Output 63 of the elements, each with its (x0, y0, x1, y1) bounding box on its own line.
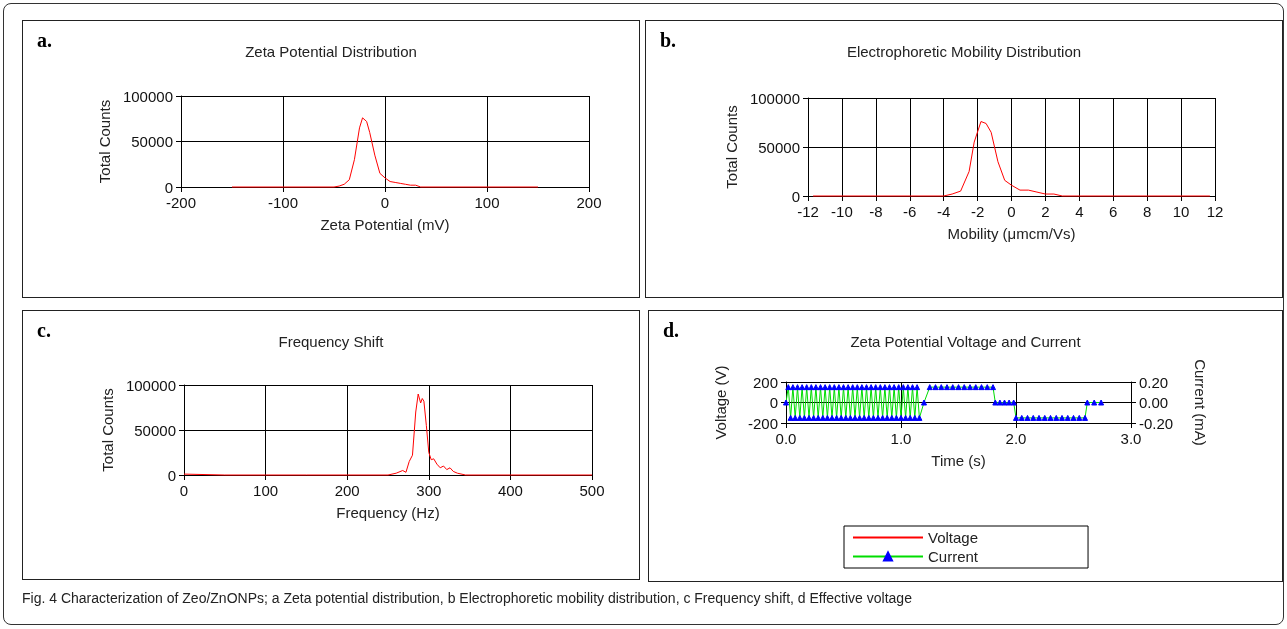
x-tick-label: 0.0 (775, 430, 797, 447)
y-axis-title: Total Counts (723, 105, 741, 189)
legend-label: Current (928, 548, 979, 565)
x-tick-label: 100 (253, 482, 279, 499)
y-tick-label: 0 (167, 466, 176, 484)
y-tick-label: 50000 (131, 133, 173, 150)
x-axis-title: Frequency (Hz) (336, 504, 440, 521)
chart-title: Frequency Shift (278, 333, 385, 350)
y-axis-title: Voltage (V) (712, 365, 729, 440)
x-tick-label: -4 (936, 203, 951, 220)
text: d. (663, 319, 680, 342)
x-tick-label: -8 (869, 203, 883, 220)
x-tick-label: 200 (576, 194, 602, 211)
x-tick-label: -2 (970, 203, 985, 220)
y2-axis-title: Current (mA) (1192, 359, 1209, 446)
x-tick-label: -10 (831, 203, 853, 220)
legend-label: Voltage (928, 529, 979, 546)
x-tick-label: 300 (416, 482, 442, 499)
x-tick-label: 4 (1075, 203, 1084, 220)
y-axis-title: Total Counts (99, 388, 117, 472)
chart-title: Zeta Potential Distribution (245, 43, 417, 60)
x-tick-label: 3.0 (1120, 430, 1142, 447)
line-series (812, 121, 1211, 197)
x-tick-label: -6 (903, 203, 917, 220)
x-tick-label: 1.0 (890, 430, 912, 447)
y-tick-label: 100000 (122, 87, 173, 105)
y-tick-label: 100000 (749, 89, 800, 107)
x-tick-label: 8 (1142, 203, 1152, 220)
x-tick-label: 12 (1206, 203, 1224, 220)
y-tick-label: 100000 (125, 376, 176, 394)
x-tick-label: 500 (579, 482, 605, 499)
x-tick-label: -12 (797, 203, 819, 220)
y-tick-label: 200 (752, 373, 778, 391)
x-tick-label: 0 (380, 194, 390, 211)
y2-tick-label: 0.00 (1139, 394, 1169, 411)
chart-title: Zeta Potential Voltage and Current (850, 333, 1082, 350)
x-tick-label: 200 (334, 482, 360, 499)
x-tick-label: 0 (1007, 203, 1016, 220)
x-tick-label: -100 (267, 194, 299, 211)
x-tick-label: 2 (1041, 203, 1050, 220)
text: c. (37, 319, 51, 342)
x-tick-label: 100 (474, 194, 500, 211)
text: b. (660, 29, 677, 52)
x-axis-title: Time (s) (931, 452, 986, 469)
x-tick-label: 2.0 (1005, 430, 1027, 447)
y2-tick-label: -0.20 (1139, 414, 1174, 432)
y-tick-label: 50000 (134, 421, 176, 439)
y2-tick-label: 0.20 (1139, 373, 1169, 391)
chart-title: Electrophoretic Mobility Distribution (846, 43, 1082, 60)
y-tick-label: 0 (769, 394, 778, 411)
line-series (231, 117, 539, 188)
x-tick-label: 6 (1109, 203, 1118, 220)
y-axis-title: Total Counts (96, 99, 114, 184)
x-tick-label: 0 (179, 482, 189, 499)
caption: Fig. 4 Characterization of Zeo/ZnONPs; a Zeta potential distribution, b Electrophoretic mobility distribution, c Frequency shift, d Effective voltage (22, 590, 912, 606)
x-tick-label: 10 (1172, 203, 1190, 220)
y-tick-label: 50000 (758, 138, 800, 156)
y-tick-label: -200 (747, 414, 778, 432)
x-axis-title: Mobility (μmcm/Vs) (947, 225, 1076, 242)
x-tick-label: 400 (497, 482, 523, 499)
x-axis-title: Zeta Potential (mV) (320, 216, 450, 233)
y-tick-label: 0 (164, 178, 173, 196)
text: a. (37, 29, 52, 52)
